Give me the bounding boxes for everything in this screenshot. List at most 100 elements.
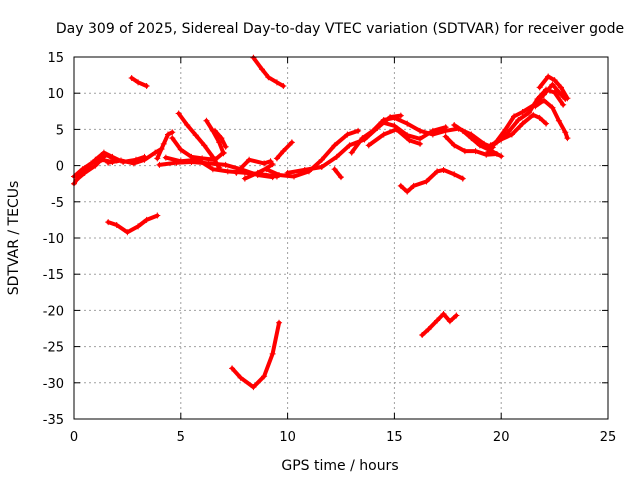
data-point [425, 326, 432, 333]
data-point [184, 122, 191, 129]
series-sat-z [451, 122, 505, 160]
series-trace [170, 136, 226, 162]
series-sat-f [128, 74, 150, 89]
x-tick-label: 5 [177, 430, 185, 445]
data-point [81, 169, 88, 176]
data-point [177, 146, 184, 153]
data-point [162, 154, 169, 161]
data-point [273, 155, 280, 162]
series-sat-g [105, 212, 161, 236]
y-tick-label: 10 [47, 87, 64, 102]
data-point [536, 114, 543, 121]
data-point [508, 131, 515, 138]
data-point [203, 117, 210, 124]
data-point [269, 161, 276, 168]
data-point [265, 74, 272, 81]
data-point [188, 153, 195, 160]
data-point [434, 168, 441, 175]
data-point [224, 168, 231, 175]
data-point [451, 171, 458, 178]
data-point [365, 132, 372, 139]
data-point [280, 82, 287, 89]
x-ticks: 0 5 10 15 20 25 [70, 57, 616, 445]
series-sat-x [365, 126, 424, 149]
series-trace [398, 167, 465, 194]
data-point [451, 142, 458, 149]
series-sat-ag [536, 73, 571, 102]
data-point [397, 112, 404, 119]
data-point [241, 175, 248, 182]
data-point [246, 156, 253, 163]
series-sat-m [211, 127, 229, 150]
data-point [564, 135, 571, 142]
data-point [209, 166, 216, 173]
y-axis-label: SDTVAR / TECUs [6, 181, 22, 296]
data-point [192, 132, 199, 139]
data-point [442, 133, 449, 140]
data-point [291, 173, 298, 180]
x-tick-label: 20 [493, 430, 510, 445]
y-tick-label: -35 [43, 413, 64, 428]
data-point [338, 174, 344, 181]
series-sat-r [229, 319, 283, 391]
series-sat-u [331, 166, 344, 181]
data-point [105, 219, 112, 226]
series-sat-p [273, 139, 295, 162]
data-point [498, 136, 505, 143]
data-point [397, 182, 404, 189]
data-point [551, 89, 558, 96]
data-point [487, 142, 494, 149]
series-sat-d [105, 145, 165, 167]
data-point [143, 216, 150, 223]
data-point [135, 79, 142, 86]
data-point [79, 166, 86, 173]
data-point [346, 142, 353, 149]
data-point [261, 373, 268, 380]
data-point [199, 155, 206, 162]
data-point [318, 156, 325, 163]
data-point [201, 142, 208, 149]
series-trace [452, 123, 504, 159]
data-point [241, 169, 248, 176]
data-point [545, 73, 552, 80]
series-trace [234, 157, 273, 175]
data-point [177, 158, 184, 165]
data-point [391, 114, 398, 121]
data-point [534, 95, 541, 102]
data-point [254, 169, 261, 176]
data-point [250, 384, 257, 391]
data-point [404, 120, 411, 127]
data-point [164, 131, 171, 138]
data-point [276, 319, 283, 326]
series-sat-l [203, 117, 227, 157]
data-point [461, 148, 468, 155]
data-point [284, 169, 291, 176]
data-point [549, 104, 556, 111]
data-point [391, 122, 398, 129]
data-point [113, 221, 120, 228]
data-point [333, 153, 340, 160]
x-tick-label: 10 [279, 430, 296, 445]
data-point [128, 74, 135, 81]
data-point [130, 160, 137, 167]
data-point [442, 124, 449, 131]
data-point [117, 157, 124, 164]
data-point [222, 143, 229, 150]
data-point [331, 142, 338, 149]
data-point [348, 149, 355, 156]
data-point [88, 160, 95, 167]
chart-title: Day 309 of 2025, Sidereal Day-to-day VTE… [56, 21, 624, 37]
series-trace [106, 146, 164, 166]
data-point [532, 103, 539, 110]
data-point [355, 127, 362, 134]
data-point [237, 374, 244, 381]
data-point [276, 172, 283, 179]
data-point [459, 175, 466, 182]
y-ticks: 15 10 5 0 -5 -10 -15 -20 -25 -30 -35 [43, 51, 608, 428]
series-sat-s [263, 127, 362, 180]
series-trace [486, 82, 568, 154]
series-sat-q [250, 54, 287, 89]
series-sat-e [154, 129, 176, 162]
series-sat-aa [397, 166, 466, 195]
